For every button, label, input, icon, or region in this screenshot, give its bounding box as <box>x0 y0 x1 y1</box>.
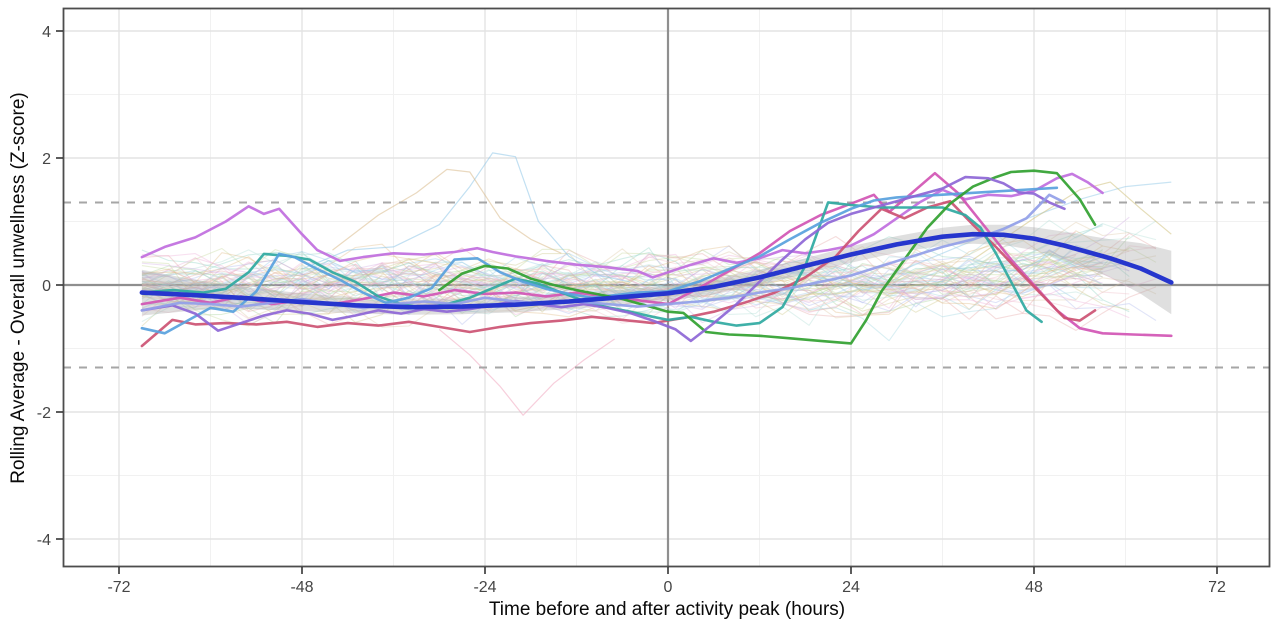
x-tick-label: 72 <box>1208 579 1226 596</box>
faint-pink-dip <box>438 328 615 416</box>
background-line <box>141 257 1130 320</box>
background-line <box>141 249 1103 309</box>
x-tick-label: -24 <box>473 579 496 596</box>
participant-periwinkle-line <box>140 193 1066 312</box>
background-line <box>141 244 1103 311</box>
participant-orchid-line <box>140 172 1104 279</box>
background-line <box>141 249 1130 315</box>
background-line <box>141 248 1157 319</box>
faint-lightblue-spike <box>301 152 631 283</box>
y-tick-label: 4 <box>42 24 51 41</box>
background-line <box>141 245 1103 311</box>
background-line <box>141 265 1130 328</box>
y-tick-label: -2 <box>37 405 51 422</box>
y-tick-label: 2 <box>42 151 51 168</box>
background-line <box>141 248 1103 327</box>
background-line <box>141 235 1130 314</box>
faint-tan-peak <box>332 168 562 254</box>
background-line <box>141 236 1103 299</box>
background-line <box>141 253 1130 319</box>
background-line <box>141 263 1103 310</box>
background-line <box>141 252 1103 308</box>
faint-lightblue-right <box>896 181 1172 273</box>
x-axis-title: Time before and after activity peak (hou… <box>489 599 845 620</box>
background-line <box>141 230 1130 304</box>
trend-line <box>139 231 1174 310</box>
background-line <box>141 245 1130 303</box>
background-line <box>141 219 1157 326</box>
panel-border <box>62 7 1271 568</box>
background-line <box>141 247 1103 320</box>
background-line <box>141 258 1077 306</box>
participant-green-line <box>438 169 1097 345</box>
x-tick-label: 48 <box>1025 579 1043 596</box>
x-tick-label: -72 <box>107 579 130 596</box>
background-line <box>141 258 1103 313</box>
y-tick-label: 0 <box>42 278 51 295</box>
background-line <box>141 220 1157 295</box>
y-tick-label: -4 <box>37 532 51 549</box>
participant-violet-line <box>140 175 1066 343</box>
background-line <box>141 262 1103 315</box>
background-line <box>141 249 1077 324</box>
background-line <box>141 232 1076 306</box>
x-tick-label: 0 <box>664 579 673 596</box>
background-line <box>141 259 1157 325</box>
background-line <box>141 254 1130 324</box>
background-line <box>141 225 1103 303</box>
background-line <box>141 261 1130 326</box>
x-tick-label: -48 <box>290 579 313 596</box>
participant-steelblue-line <box>140 186 1059 335</box>
background-line <box>141 251 1130 316</box>
background-line <box>141 258 1077 323</box>
background-line <box>141 257 1157 307</box>
background-line <box>141 264 1103 315</box>
background-line <box>141 261 1103 311</box>
x-tick-label: 24 <box>842 579 860 596</box>
y-axis-title: Rolling Average - Overall unwellness (Z-… <box>8 92 29 483</box>
